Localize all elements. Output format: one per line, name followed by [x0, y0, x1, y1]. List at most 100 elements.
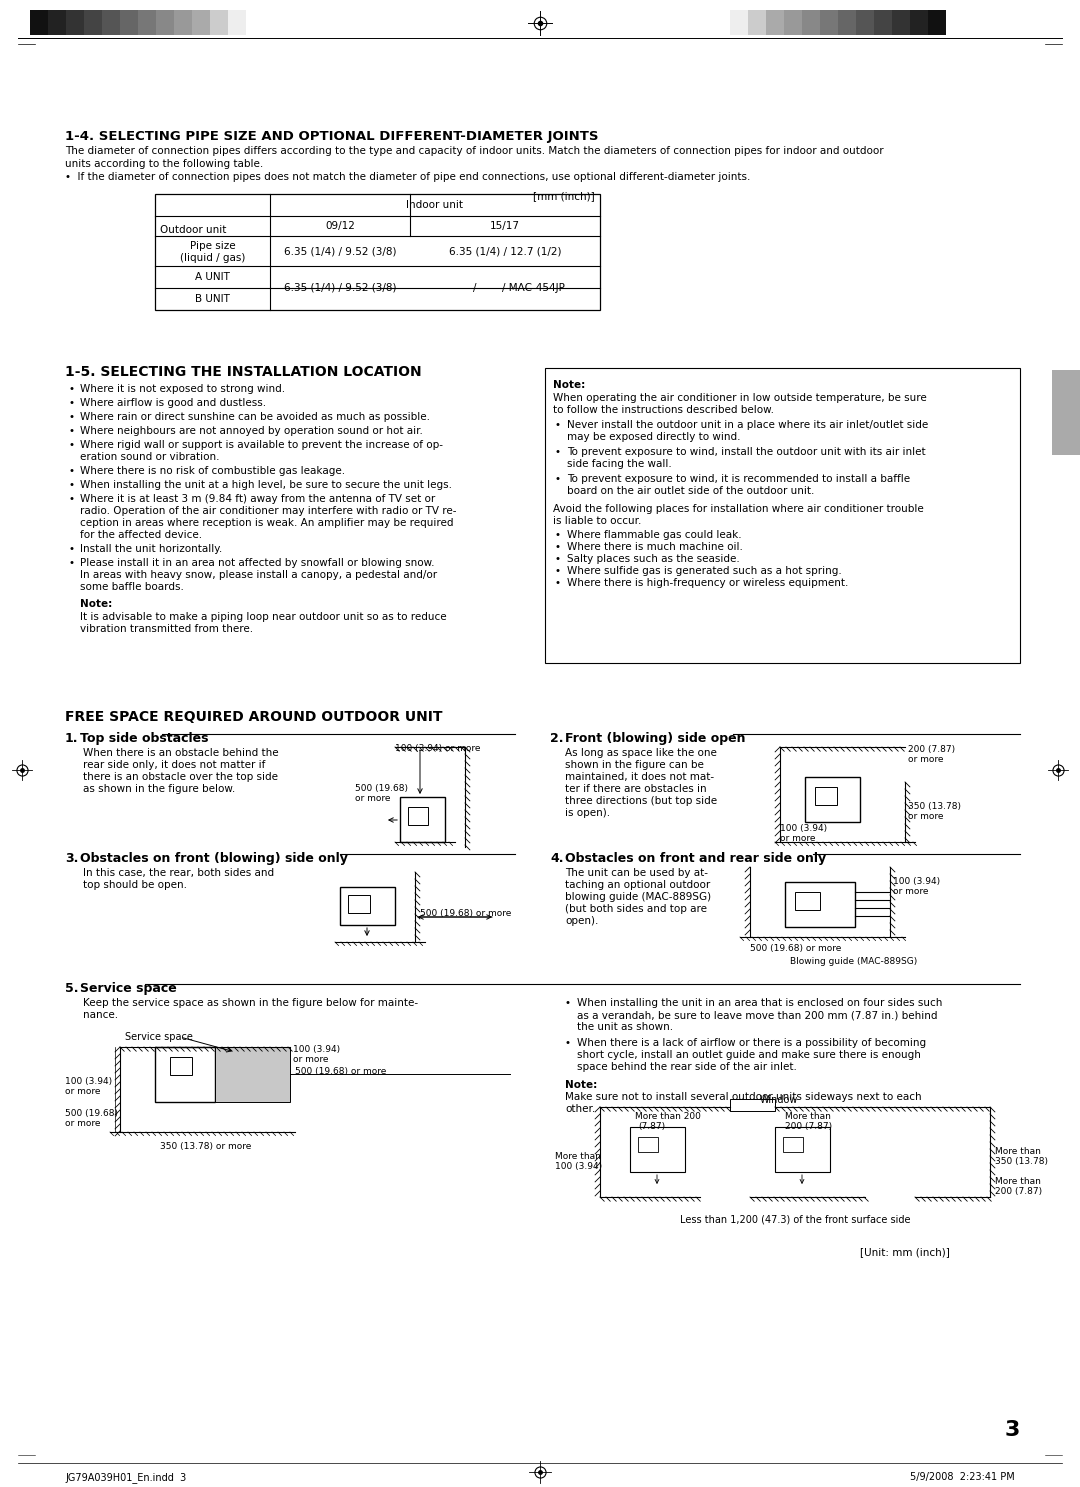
Text: •: •: [555, 541, 561, 552]
Text: 200 (7.87): 200 (7.87): [995, 1187, 1042, 1196]
Text: •: •: [68, 399, 75, 407]
Text: (liquid / gas): (liquid / gas): [179, 253, 245, 263]
Text: or more: or more: [65, 1087, 100, 1096]
Text: •: •: [68, 440, 75, 451]
Text: Please install it in an area not affected by snowfall or blowing snow.: Please install it in an area not affecte…: [80, 558, 434, 568]
Text: or more: or more: [908, 812, 944, 821]
Text: More than 200: More than 200: [635, 1112, 701, 1121]
Text: 200 (7.87): 200 (7.87): [785, 1123, 832, 1132]
Bar: [730, 1099, 775, 1111]
Text: side facing the wall.: side facing the wall.: [567, 459, 672, 468]
Bar: [630, 1127, 685, 1172]
Bar: [545, 367, 1020, 663]
Text: When there is an obstacle behind the: When there is an obstacle behind the: [83, 748, 279, 758]
Bar: [815, 787, 837, 804]
Text: 100 (3.94): 100 (3.94): [893, 877, 940, 886]
Text: 3: 3: [1004, 1420, 1020, 1439]
Text: 350 (13.78): 350 (13.78): [908, 801, 961, 810]
Bar: [784, 10, 802, 36]
Text: Where it is not exposed to strong wind.: Where it is not exposed to strong wind.: [80, 384, 285, 394]
Text: open).: open).: [565, 916, 598, 926]
Bar: [748, 10, 766, 36]
Bar: [820, 10, 838, 36]
Text: •: •: [565, 998, 571, 1008]
Text: •: •: [555, 529, 561, 540]
Text: 5.: 5.: [65, 981, 79, 995]
Bar: [795, 892, 820, 910]
Text: •: •: [555, 448, 561, 457]
Text: In this case, the rear, both sides and: In this case, the rear, both sides and: [83, 868, 274, 877]
Bar: [805, 778, 860, 822]
Bar: [838, 10, 856, 36]
Bar: [730, 10, 748, 36]
Text: Service space: Service space: [125, 1032, 193, 1042]
Text: It is advisable to make a piping loop near outdoor unit so as to reduce: It is advisable to make a piping loop ne…: [80, 613, 447, 622]
Bar: [228, 10, 246, 36]
Bar: [156, 193, 600, 309]
Text: rear side only, it does not matter if: rear side only, it does not matter if: [83, 760, 266, 770]
Bar: [156, 1047, 215, 1102]
Text: The unit can be used by at-: The unit can be used by at-: [565, 868, 708, 877]
Text: 100 (3.94): 100 (3.94): [780, 824, 827, 833]
Text: •: •: [555, 419, 561, 430]
Text: is open).: is open).: [565, 807, 610, 818]
Text: 100 (3.94): 100 (3.94): [65, 1077, 112, 1086]
Text: Pipe size: Pipe size: [190, 241, 235, 251]
Text: Where airflow is good and dustless.: Where airflow is good and dustless.: [80, 399, 266, 407]
Text: Avoid the following places for installation where air conditioner trouble: Avoid the following places for installat…: [553, 504, 923, 515]
Text: Where flammable gas could leak.: Where flammable gas could leak.: [567, 529, 742, 540]
Text: Keep the service space as shown in the figure below for mainte-: Keep the service space as shown in the f…: [83, 998, 418, 1008]
Text: as shown in the figure below.: as shown in the figure below.: [83, 784, 235, 794]
Bar: [120, 10, 138, 36]
Text: •: •: [68, 465, 75, 476]
Text: Less than 1,200 (47.3) of the front surface side: Less than 1,200 (47.3) of the front surf…: [679, 1215, 910, 1225]
Bar: [400, 797, 445, 842]
Text: Top side obstacles: Top side obstacles: [80, 732, 208, 745]
Bar: [340, 888, 395, 925]
Bar: [102, 10, 120, 36]
Text: as a verandah, be sure to leave move than 200 mm (7.87 in.) behind: as a verandah, be sure to leave move tha…: [577, 1010, 937, 1020]
Bar: [84, 10, 102, 36]
Text: short cycle, install an outlet guide and make sure there is enough: short cycle, install an outlet guide and…: [577, 1050, 921, 1060]
Text: To prevent exposure to wind, it is recommended to install a baffle: To prevent exposure to wind, it is recom…: [567, 474, 910, 483]
Text: When there is a lack of airflow or there is a possibility of becoming: When there is a lack of airflow or there…: [577, 1038, 927, 1048]
Text: vibration transmitted from there.: vibration transmitted from there.: [80, 625, 253, 633]
Text: the unit as shown.: the unit as shown.: [577, 1022, 673, 1032]
Text: Note:: Note:: [565, 1080, 597, 1090]
Text: 350 (13.78): 350 (13.78): [995, 1157, 1048, 1166]
Text: Salty places such as the seaside.: Salty places such as the seaside.: [567, 555, 740, 564]
Bar: [802, 10, 820, 36]
Bar: [138, 10, 156, 36]
Text: 1-4. SELECTING PIPE SIZE AND OPTIONAL DIFFERENT-DIAMETER JOINTS: 1-4. SELECTING PIPE SIZE AND OPTIONAL DI…: [65, 129, 598, 143]
Text: Obstacles on front (blowing) side only: Obstacles on front (blowing) side only: [80, 852, 348, 865]
Text: JG79A039H01_En.indd  3: JG79A039H01_En.indd 3: [65, 1472, 186, 1483]
Text: three directions (but top side: three directions (but top side: [565, 796, 717, 806]
Text: •: •: [555, 578, 561, 587]
Bar: [856, 10, 874, 36]
Text: 100 (3.94): 100 (3.94): [555, 1161, 603, 1170]
Text: board on the air outlet side of the outdoor unit.: board on the air outlet side of the outd…: [567, 486, 814, 497]
Text: B UNIT: B UNIT: [195, 294, 230, 303]
Text: maintained, it does not mat-: maintained, it does not mat-: [565, 772, 714, 782]
Text: or more: or more: [780, 834, 815, 843]
Text: 500 (19.68) or more: 500 (19.68) or more: [420, 909, 511, 917]
Text: blowing guide (MAC-889SG): blowing guide (MAC-889SG): [565, 892, 711, 903]
Text: for the affected device.: for the affected device.: [80, 529, 202, 540]
Bar: [174, 10, 192, 36]
Text: Outdoor unit: Outdoor unit: [160, 225, 227, 235]
Text: •: •: [565, 1038, 571, 1048]
Text: there is an obstacle over the top side: there is an obstacle over the top side: [83, 772, 278, 782]
Text: space behind the rear side of the air inlet.: space behind the rear side of the air in…: [577, 1062, 797, 1072]
Text: Window: Window: [760, 1094, 798, 1105]
Bar: [170, 1057, 192, 1075]
Text: 500 (19.68): 500 (19.68): [65, 1109, 118, 1118]
Text: More than: More than: [995, 1146, 1041, 1155]
Text: In areas with heavy snow, please install a canopy, a pedestal and/or: In areas with heavy snow, please install…: [80, 570, 437, 580]
Text: or more: or more: [893, 888, 929, 897]
Text: •: •: [68, 558, 75, 568]
Text: or more: or more: [293, 1054, 328, 1065]
Text: To prevent exposure to wind, install the outdoor unit with its air inlet: To prevent exposure to wind, install the…: [567, 448, 926, 457]
Text: some baffle boards.: some baffle boards.: [80, 581, 184, 592]
Bar: [30, 10, 48, 36]
Text: •: •: [68, 412, 75, 422]
